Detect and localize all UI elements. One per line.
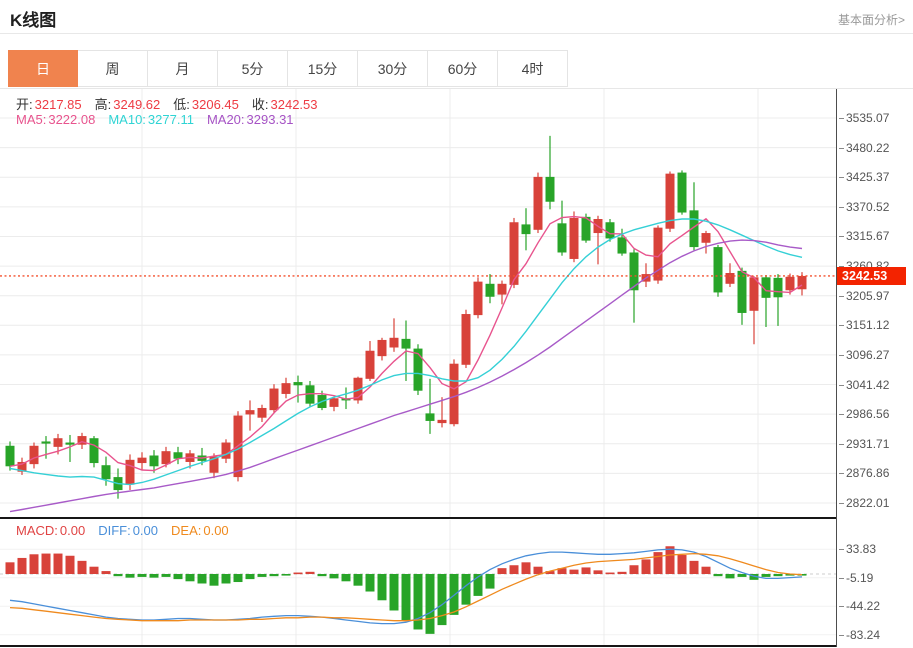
legend-item: 低: 3206.45 <box>173 97 239 112</box>
legend-item: MA10: 3277.11 <box>108 112 194 127</box>
tab-15分[interactable]: 15分 <box>288 50 358 87</box>
y-axis-label: 3425.37 <box>839 169 889 185</box>
y-axis-label: 2876.86 <box>839 465 889 481</box>
tab-月[interactable]: 月 <box>148 50 218 87</box>
ohlc-legend: 开: 3217.85 高: 3249.62 低: 3206.45 收: 3242.53 <box>16 94 331 113</box>
legend-item: MACD: 0.00 <box>16 523 86 538</box>
main-chart-canvas[interactable] <box>0 89 837 518</box>
legend-item: MA5: 3222.08 <box>16 112 96 127</box>
y-axis-label: 2931.71 <box>839 436 889 452</box>
y-axis-label: 3315.67 <box>839 228 889 244</box>
macd-chart-canvas[interactable] <box>0 520 837 646</box>
legend-item: 高: 3249.62 <box>94 97 161 112</box>
y-axis-label: 3205.97 <box>839 288 889 304</box>
y-axis-label: 3480.22 <box>839 140 889 156</box>
timeframe-tab-bar: 日周月 5分 15分 30分 60分 4时 <box>8 50 568 87</box>
page-title: K线图 <box>10 11 57 30</box>
fundamental-analysis-link[interactable]: 基本面分析> <box>837 13 905 27</box>
ma-legend: MA5: 3222.08 MA10: 3277.11 MA20: 3293.31 <box>16 112 307 127</box>
tab-30分[interactable]: 30分 <box>358 50 428 87</box>
macd-axis-label: -5.19 <box>839 570 873 586</box>
y-axis-label: 3096.27 <box>839 347 889 363</box>
chart-panel: 开: 3217.85 高: 3249.62 低: 3206.45 收: 3242.53 MA5… <box>0 88 913 647</box>
y-axis-label: 2822.01 <box>839 495 889 511</box>
y-axis-label: 3041.42 <box>839 377 889 393</box>
panel-separator <box>0 517 837 519</box>
chart-bottom-border <box>0 645 837 647</box>
tab-60分[interactable]: 60分 <box>428 50 498 87</box>
macd-axis-label: 33.83 <box>839 541 876 557</box>
y-axis-label: 3370.52 <box>839 199 889 215</box>
y-axis-label: 3535.07 <box>839 110 889 126</box>
legend-item: 收: 3242.53 <box>251 97 318 112</box>
y-axis-label: 2986.56 <box>839 406 889 422</box>
tab-4时[interactable]: 4时 <box>498 50 568 87</box>
legend-item: 开: 3217.85 <box>16 97 82 112</box>
current-price-badge: 3242.53 <box>837 266 906 285</box>
tab-日[interactable]: 日 <box>8 50 78 87</box>
tab-周[interactable]: 周 <box>78 50 148 87</box>
legend-item: MA20: 3293.31 <box>206 112 294 127</box>
legend-item: DIFF: 0.00 <box>98 523 159 538</box>
tab-5分[interactable]: 5分 <box>218 50 288 87</box>
macd-axis-label: -44.22 <box>839 598 880 614</box>
y-axis-label: 3151.12 <box>839 317 889 333</box>
y-axis-line <box>836 89 837 647</box>
header: K线图 基本面分析> <box>0 0 913 34</box>
macd-axis-label: -83.24 <box>839 627 880 643</box>
macd-legend: MACD: 0.00 DIFF: 0.00 DEA: 0.00 <box>16 523 242 538</box>
legend-item: DEA: 0.00 <box>171 523 229 538</box>
